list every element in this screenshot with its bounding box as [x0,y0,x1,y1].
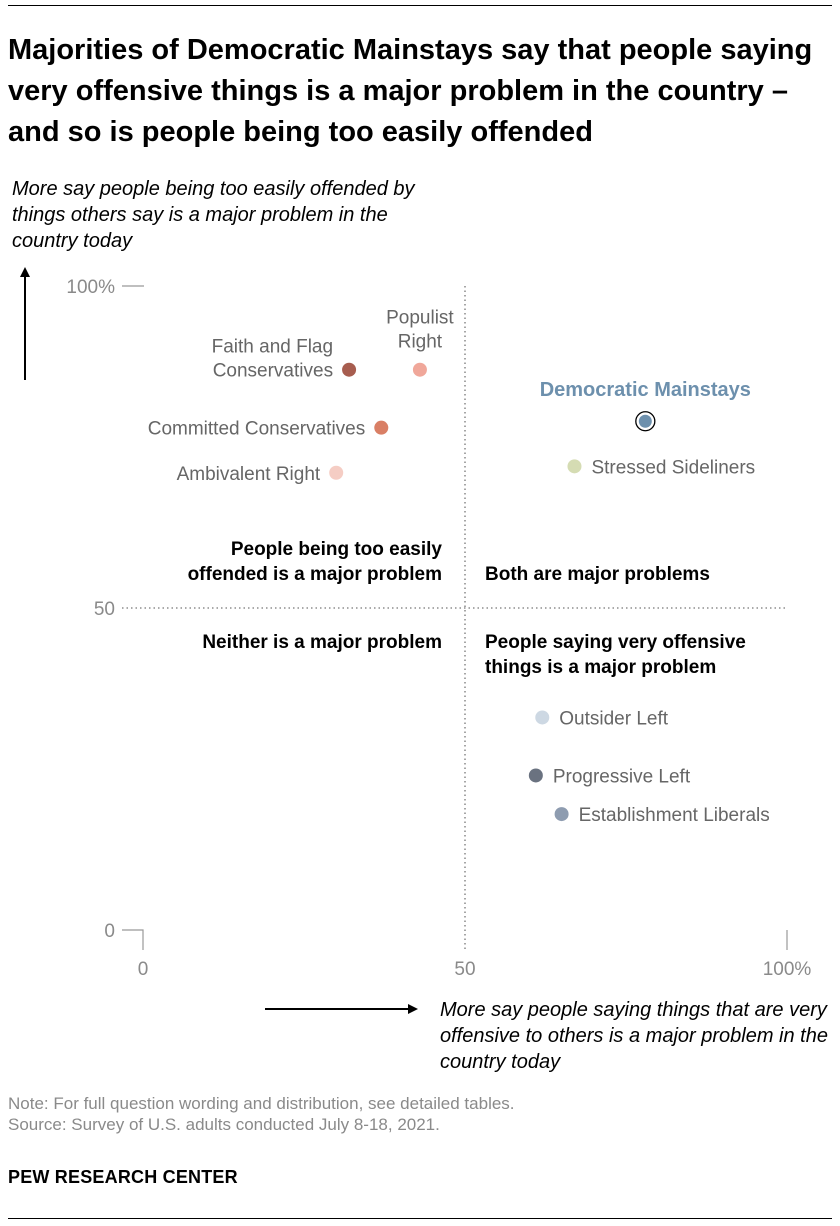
point-label-line: Outsider Left [559,708,668,729]
point-populist-right [412,362,427,377]
point-label-line: Committed Conservatives [148,419,366,440]
point-label-progressive-left: Progressive Left [553,766,691,787]
quadrant-label-line: People saying very offensive [485,632,746,653]
point-label-ambivalent-right: Ambivalent Right [177,464,321,485]
axes-layer: 0 50 100% 0 50 100% [20,267,812,1014]
x-tick-label: 50 [454,959,475,980]
source-text: Source: Survey of U.S. adults conducted … [8,1115,440,1134]
quadrant-label-top-right: Both are major problems [485,564,710,585]
point-label-line: Faith and Flag [212,337,333,358]
point-label-line: Conservatives [213,361,333,382]
point-label-stressed-sideliners: Stressed Sideliners [591,457,755,478]
point-label-line: Populist [386,308,454,329]
x-axis-note: More say people saying things that are v… [440,999,828,1073]
point-label-establishment-liberals: Establishment Liberals [579,805,770,826]
quadrant-label-line: offended is a major problem [188,564,442,585]
point-label-outsider-left: Outsider Left [559,708,668,729]
point-democratic-mainstays [638,414,652,428]
point-label-line: Establishment Liberals [579,805,770,826]
bottom-rule [8,1218,832,1219]
points-layer [329,362,656,822]
labels-layer: People being too easily offended is a maj… [148,308,770,826]
point-label-line: Right [398,332,443,353]
top-rule [8,5,832,6]
point-outsider-left [535,710,550,725]
quadrant-label-line: Neither is a major problem [202,632,442,653]
chart-title: Majorities of Democratic Mainstays say t… [8,34,813,148]
point-faith-and-flag-conservatives [342,362,357,377]
quadrant-label-line: Both are major problems [485,564,710,585]
quadrant-label-top-left: People being too easily offended is a maj… [188,539,443,585]
x-tick-label: 0 [138,959,149,980]
x-tick-label: 100% [763,959,812,980]
axis-corner-mark [122,929,144,950]
notes: Note: For full question wording and dist… [8,1093,515,1135]
point-label-faith-and-flag-conservatives: Faith and Flag Conservatives [212,337,333,382]
point-label-populist-right: Populist Right [386,308,454,353]
point-ambivalent-right [329,465,344,480]
point-label-line: Stressed Sideliners [591,457,755,478]
y-tick-label: 100% [66,277,115,298]
point-progressive-left [528,768,543,783]
quadrant-label-line: People being too easily [231,539,443,560]
quadrant-label-line: things is a major problem [485,657,716,678]
brand-name: PEW RESEARCH CENTER [8,1167,238,1187]
point-establishment-liberals [554,807,569,822]
point-label-committed-conservatives: Committed Conservatives [148,419,366,440]
point-label-line: Ambivalent Right [177,464,321,485]
point-label-democratic-mainstays: Democratic Mainstays [540,379,751,401]
y-tick-label: 50 [94,599,115,620]
quadrant-label-bottom-right: People saying very offensive things is a … [485,632,746,678]
point-stressed-sideliners [567,459,582,474]
quadrant-label-bottom-left: Neither is a major problem [202,632,442,653]
point-label-line: Progressive Left [553,766,691,787]
point-label-line: Democratic Mainstays [540,379,751,401]
point-committed-conservatives [374,420,389,435]
note-text: Note: For full question wording and dist… [8,1094,515,1113]
y-axis-note: More say people being too easily offende… [12,178,415,252]
scatter-chart: 0 50 100% 0 50 100% People being too easily of… [20,267,812,1014]
y-tick-label: 0 [104,921,115,942]
